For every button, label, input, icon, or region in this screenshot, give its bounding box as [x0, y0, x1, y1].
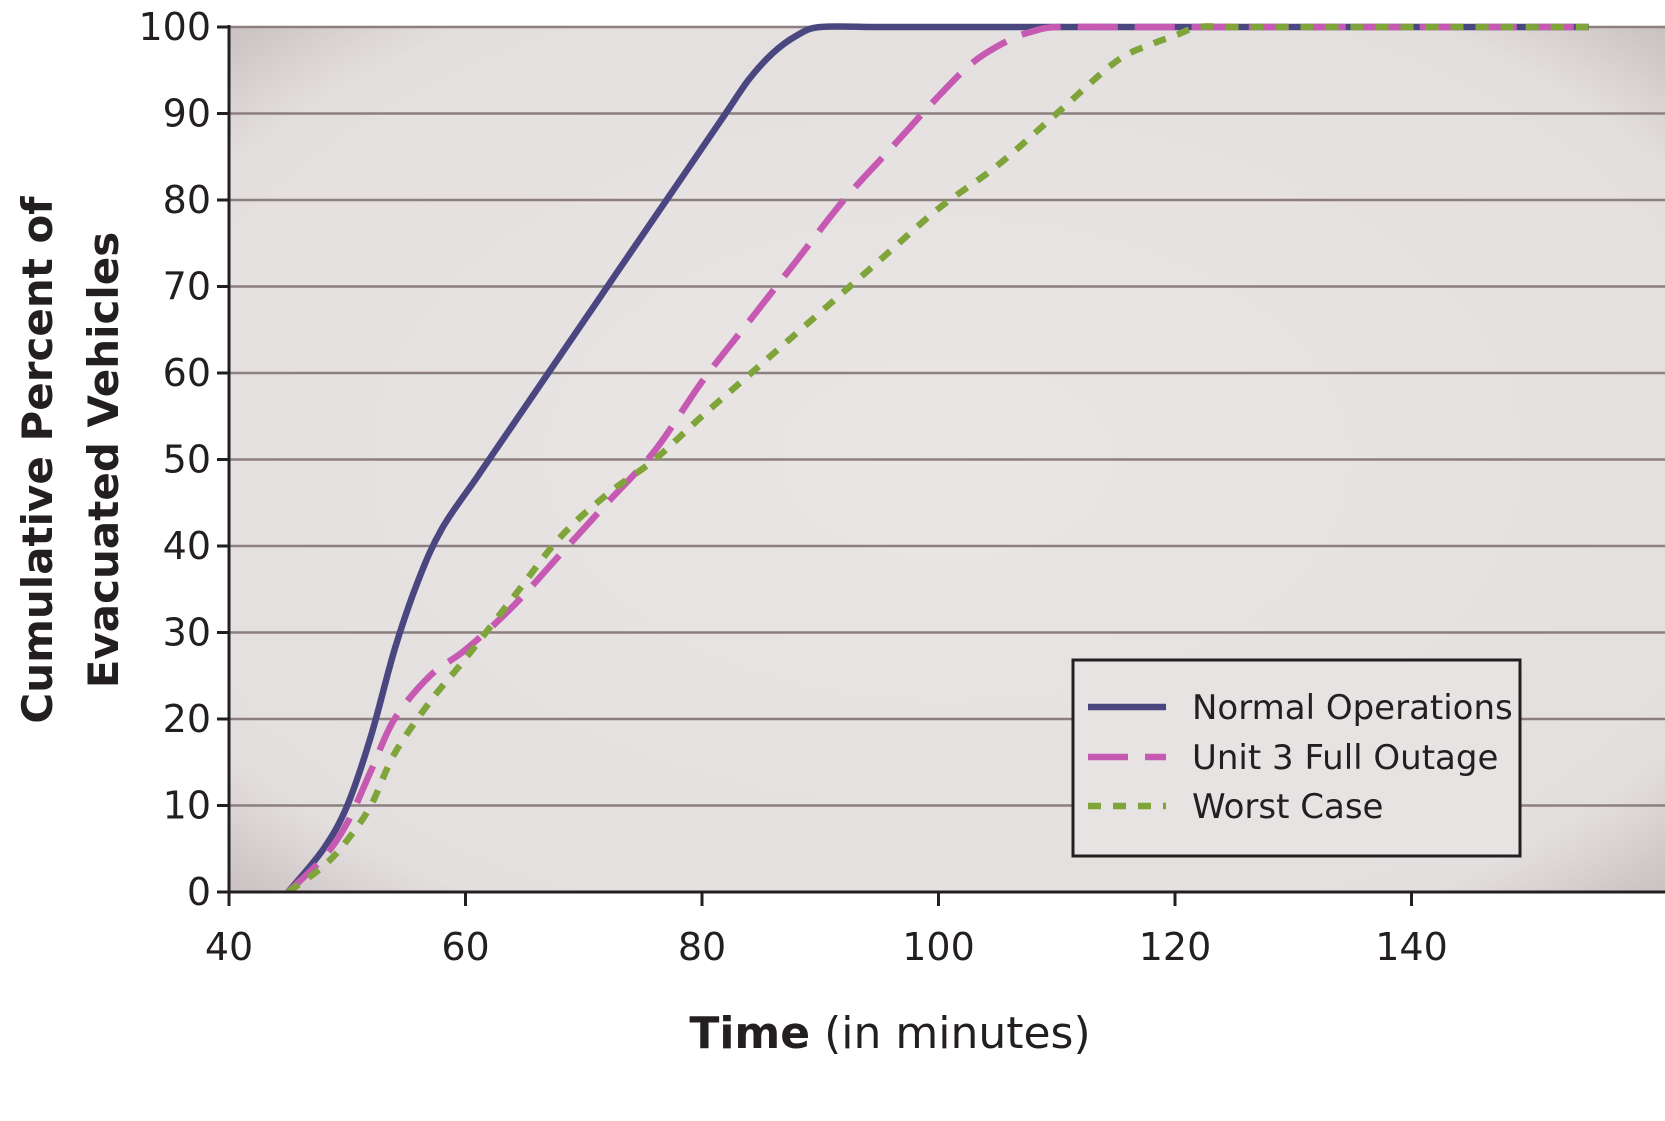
x-tick-label-100: 100 — [902, 925, 975, 969]
y-tick-label-80: 80 — [163, 178, 211, 222]
y-tick-label-90: 90 — [163, 92, 211, 136]
legend-label-2: Worst Case — [1192, 787, 1383, 827]
y-tick-label-100: 100 — [138, 5, 211, 49]
y-tick-label-0: 0 — [187, 870, 211, 914]
y-tick-label-10: 10 — [163, 784, 211, 828]
legend-label-0: Normal Operations — [1192, 688, 1513, 728]
y-tick-label-60: 60 — [163, 351, 211, 395]
axes — [217, 25, 1665, 906]
y-tick-label-20: 20 — [163, 697, 211, 741]
y-axis-title-line1: Cumulative Percent of — [13, 196, 62, 724]
y-tick-label-70: 70 — [163, 265, 211, 309]
series-line-1 — [285, 23, 1589, 893]
y-tick-label-50: 50 — [163, 438, 211, 482]
x-tick-label-40: 40 — [205, 925, 253, 969]
x-tick-label-80: 80 — [678, 925, 726, 969]
y-tick-label-40: 40 — [163, 524, 211, 568]
x-axis-title-rest: (in minutes) — [810, 1008, 1091, 1059]
series-line-2 — [286, 23, 1589, 893]
x-axis-title-bold: Time — [689, 1008, 810, 1059]
y-axis-title: Cumulative Percent of Evacuated Vehicles — [13, 196, 128, 724]
tick-labels: 0 10 20 30 40 50 60 70 80 90 100 40 60 80 100 120 140 — [138, 5, 1447, 969]
x-tick-label-140: 140 — [1375, 925, 1448, 969]
y-axis-title-line2: Evacuated Vehicles — [79, 232, 128, 689]
x-axis-title: Time (in minutes) — [689, 1008, 1090, 1059]
y-tick-label-30: 30 — [163, 611, 211, 655]
series-layer — [285, 23, 1589, 893]
x-tick-label-60: 60 — [441, 925, 489, 969]
legend: Normal Operations Unit 3 Full Outage Worst… — [1071, 658, 1522, 858]
x-tick-label-120: 120 — [1139, 925, 1212, 969]
legend-label-1: Unit 3 Full Outage — [1192, 738, 1498, 778]
